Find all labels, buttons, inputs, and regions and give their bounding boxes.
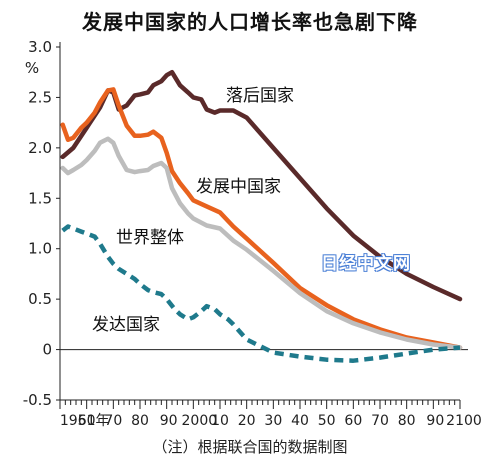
y-tick-label: 0 xyxy=(42,341,52,359)
watermark-text: 日经中文网 xyxy=(321,254,411,274)
y-tick-label: 0.5 xyxy=(28,290,52,308)
series-line-2 xyxy=(60,87,463,350)
x-tick-label: 80 xyxy=(131,413,149,429)
y-tick-label: 2.5 xyxy=(28,88,52,106)
x-tick-label: 60 xyxy=(344,413,362,429)
x-tick-label: 50 xyxy=(318,413,336,429)
series-label-3: 世界整体 xyxy=(116,228,184,248)
x-tick-label: 70 xyxy=(371,413,389,429)
series-label-1: 落后国家 xyxy=(226,86,294,106)
x-tick-label: 80 xyxy=(398,413,416,429)
y-tick-label: 1.0 xyxy=(28,240,52,258)
y-tick-label: 1.5 xyxy=(28,189,52,207)
x-tick-label: 2100 xyxy=(446,413,482,429)
x-tick-label: 30 xyxy=(264,413,282,429)
x-tick-label: 60 xyxy=(78,413,96,429)
x-tick-label: 2000 xyxy=(182,413,218,429)
x-tick-label: 20 xyxy=(238,413,256,429)
y-tick-label: 2.0 xyxy=(28,139,52,157)
x-tick-label: 1951年 xyxy=(60,413,110,429)
x-tick-label: 40 xyxy=(291,413,309,429)
y-axis-unit-label: % xyxy=(25,59,39,77)
x-tick-label: 10 xyxy=(211,413,229,429)
y-tick-label: 3.0 xyxy=(28,38,52,56)
x-tick-label: 70 xyxy=(104,413,122,429)
y-tick-label: -0.5 xyxy=(23,391,52,409)
x-tick-label: 90 xyxy=(426,413,444,429)
chart-title: 发展中国家的人口增长率也急剧下降 xyxy=(82,10,418,34)
series-label-2: 发展中国家 xyxy=(196,177,281,197)
series-label-4: 发达国家 xyxy=(92,315,160,335)
series-layer xyxy=(60,69,463,363)
series-line-3 xyxy=(60,136,463,350)
chart-footnote: （注）根据联合国的数据制图 xyxy=(152,438,348,456)
x-tick-label: 90 xyxy=(160,413,178,429)
